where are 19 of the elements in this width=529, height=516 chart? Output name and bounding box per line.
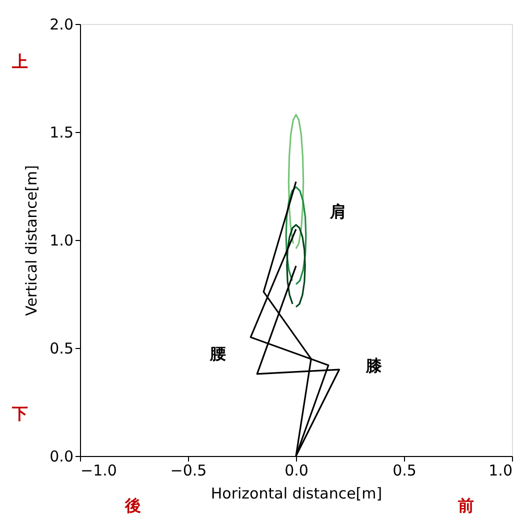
annotation: 腰 bbox=[209, 344, 226, 363]
x-tick-label: 0.0 bbox=[284, 462, 308, 480]
text: 上 bbox=[11, 52, 28, 71]
y-tick-label: 2.0 bbox=[50, 16, 74, 34]
y-axis-title: Vertical distance[m] bbox=[22, 165, 41, 316]
x-tick-label: −1.0 bbox=[80, 462, 117, 480]
annotation: 肩 bbox=[329, 202, 346, 221]
y-tick-label: 0.5 bbox=[50, 340, 74, 358]
y-tick-label: 1.0 bbox=[50, 232, 74, 250]
y-tick-label: 1.5 bbox=[50, 124, 74, 142]
annotation: 膝 bbox=[365, 356, 383, 375]
text: 後 bbox=[124, 496, 141, 515]
y-tick-label: 0.0 bbox=[50, 448, 74, 466]
x-tick-label: 0.5 bbox=[392, 462, 416, 480]
x-tick-label: 1.0 bbox=[488, 462, 512, 480]
x-axis-title: Horizontal distance[m] bbox=[210, 484, 382, 502]
text: 前 bbox=[457, 496, 474, 515]
x-tick-label: −0.5 bbox=[170, 462, 207, 480]
text: 下 bbox=[11, 404, 28, 423]
